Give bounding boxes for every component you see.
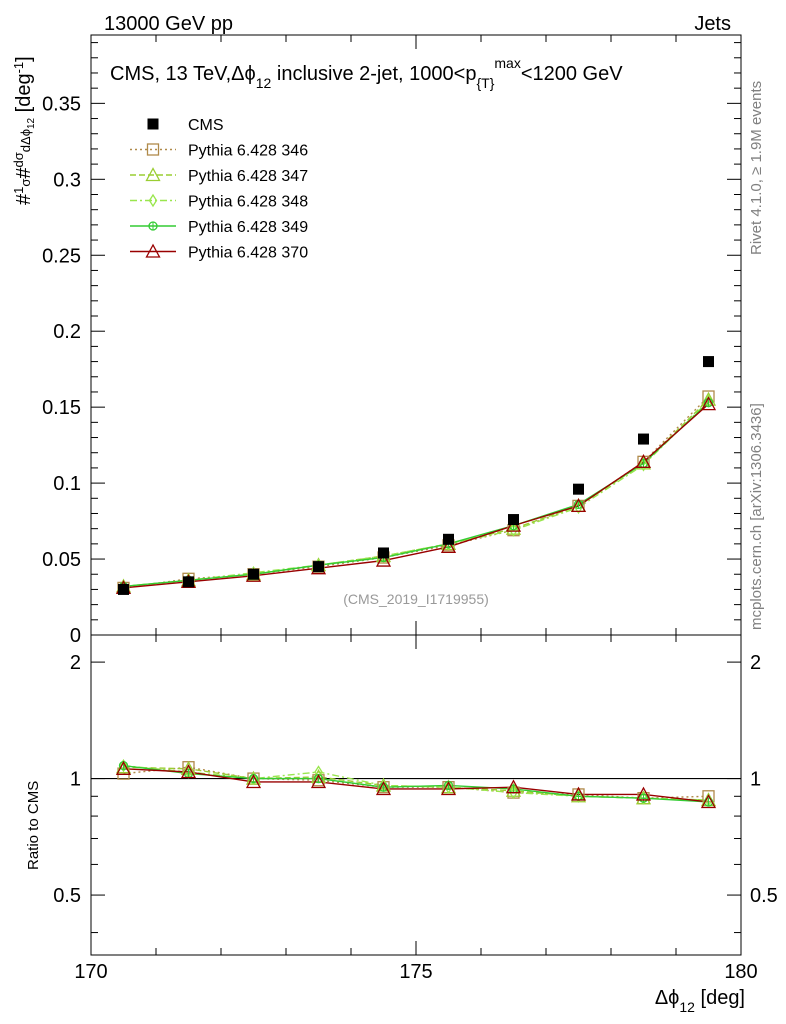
ratio-point-5 xyxy=(570,786,587,801)
data-point xyxy=(183,576,194,588)
series-point-3 xyxy=(574,500,583,515)
ratio-point-3 xyxy=(444,780,453,794)
y-tick-label: 0.1 xyxy=(53,473,81,495)
ratio-tick-label-right: 2 xyxy=(750,652,761,674)
x-tick-label: 175 xyxy=(399,961,432,983)
series-line-2 xyxy=(123,399,709,588)
axis-ticks: 170 175 180 0 0.05 0.1 0.15 0.2 0.25 0.3 0.35 0.5 0.… xyxy=(42,35,778,983)
ratio-point-5 xyxy=(700,794,717,809)
y-tick-label: 0.05 xyxy=(42,549,81,571)
data-point xyxy=(508,514,519,526)
series-line-3 xyxy=(123,400,709,588)
svg-text:#1σ#dσdΔϕ12 [deg-1]: #1σ#dσdΔϕ12 [deg-1] xyxy=(11,56,37,205)
series-line-1 xyxy=(123,396,709,589)
legend-marker-1 xyxy=(146,143,160,156)
header-right: Jets xyxy=(694,13,731,35)
ratio-point-5 xyxy=(635,786,652,801)
ratio-tick-label: 0.5 xyxy=(53,885,81,907)
series-point-5 xyxy=(505,517,522,532)
series-line-4 xyxy=(123,402,709,588)
y-tick-label: 0.35 xyxy=(42,93,81,115)
data-point xyxy=(638,433,649,445)
ratio-line-4 xyxy=(123,764,709,803)
legend-marker-3 xyxy=(148,193,158,208)
legend-marker-2 xyxy=(145,167,161,182)
data-point xyxy=(378,547,389,559)
ratio-point-5 xyxy=(245,774,262,789)
legend-label-2: Pythia 6.428 347 xyxy=(188,168,308,185)
x-axis-label: Δϕ12 [deg] xyxy=(655,987,745,1015)
data-point xyxy=(443,533,454,545)
data-point xyxy=(118,583,129,595)
y-axis-label: #1σ#dσdΔϕ12 [deg-1] xyxy=(11,56,37,205)
series-lines xyxy=(123,396,709,803)
data-point xyxy=(573,483,584,495)
chart-title: CMS, 13 TeV,Δϕ12 inclusive 2-jet, 1000<p… xyxy=(110,55,623,91)
series-point-2 xyxy=(635,455,652,470)
series-point-5 xyxy=(570,498,587,513)
analysis-tag: (CMS_2019_I1719955) xyxy=(343,591,489,607)
ratio-point-5 xyxy=(505,779,522,794)
ratio-point-5 xyxy=(375,781,392,796)
y-tick-label: 0 xyxy=(70,625,81,647)
ratio-tick-label-right: 0.5 xyxy=(750,885,778,907)
ratio-tick-label: 2 xyxy=(70,652,81,674)
x-tick-label: 180 xyxy=(724,961,757,983)
ratio-tick-label-right: 1 xyxy=(750,769,761,791)
ratio-point-5 xyxy=(310,774,327,789)
ratio-line-5 xyxy=(123,768,709,803)
legend: CMS Pythia 6.428 346 Pythia 6.428 347 Pythi… xyxy=(130,117,308,262)
ratio-point-4 xyxy=(638,793,649,803)
mcplots-label: mcplots.cern.ch [arXiv:1306.3436] xyxy=(748,403,765,630)
data-point xyxy=(248,568,259,580)
ratio-point-3 xyxy=(249,771,258,786)
y-tick-label: 0.25 xyxy=(42,245,81,267)
ratio-y-axis-label: Ratio to CMS xyxy=(25,781,42,870)
y-tick-label: 0.15 xyxy=(42,397,81,419)
ratio-tick-label: 1 xyxy=(70,769,81,791)
legend-marker-5 xyxy=(145,243,161,258)
legend-label-3: Pythia 6.428 348 xyxy=(188,194,308,211)
y-tick-label: 0.3 xyxy=(53,169,81,191)
ratio-point-5 xyxy=(180,764,197,779)
ratio-line-2 xyxy=(123,766,709,801)
legend-label-4: Pythia 6.428 349 xyxy=(188,219,308,236)
series-line-5 xyxy=(123,403,709,589)
series-point-3 xyxy=(639,458,648,472)
series-markers xyxy=(115,356,717,809)
x-tick-label: 170 xyxy=(74,961,107,983)
data-point xyxy=(703,356,714,368)
ratio-point-3 xyxy=(639,791,648,805)
ratio-point-3 xyxy=(509,785,518,800)
header-left: 13000 GeV pp xyxy=(104,13,233,35)
ratio-point-3 xyxy=(574,789,583,803)
ratio-point-5 xyxy=(115,760,132,775)
ratio-point-3 xyxy=(119,758,128,773)
legend-label-5: Pythia 6.428 370 xyxy=(188,245,308,262)
y-tick-label: 0.2 xyxy=(53,321,81,343)
series-point-5 xyxy=(375,552,392,567)
legend-label-1: Pythia 6.428 346 xyxy=(188,143,308,160)
series-point-5 xyxy=(440,539,457,554)
legend-marker-data xyxy=(147,118,159,130)
data-point xyxy=(313,561,324,573)
ratio-line-1 xyxy=(123,766,709,799)
legend-label-data: CMS xyxy=(188,117,224,134)
series-point-5 xyxy=(635,453,652,468)
legend-marker-4 xyxy=(148,221,158,231)
rivet-label: Rivet 4.1.0, ≥ 1.9M events xyxy=(748,81,765,255)
ratio-point-5 xyxy=(440,781,457,796)
series-point-5 xyxy=(700,396,717,411)
